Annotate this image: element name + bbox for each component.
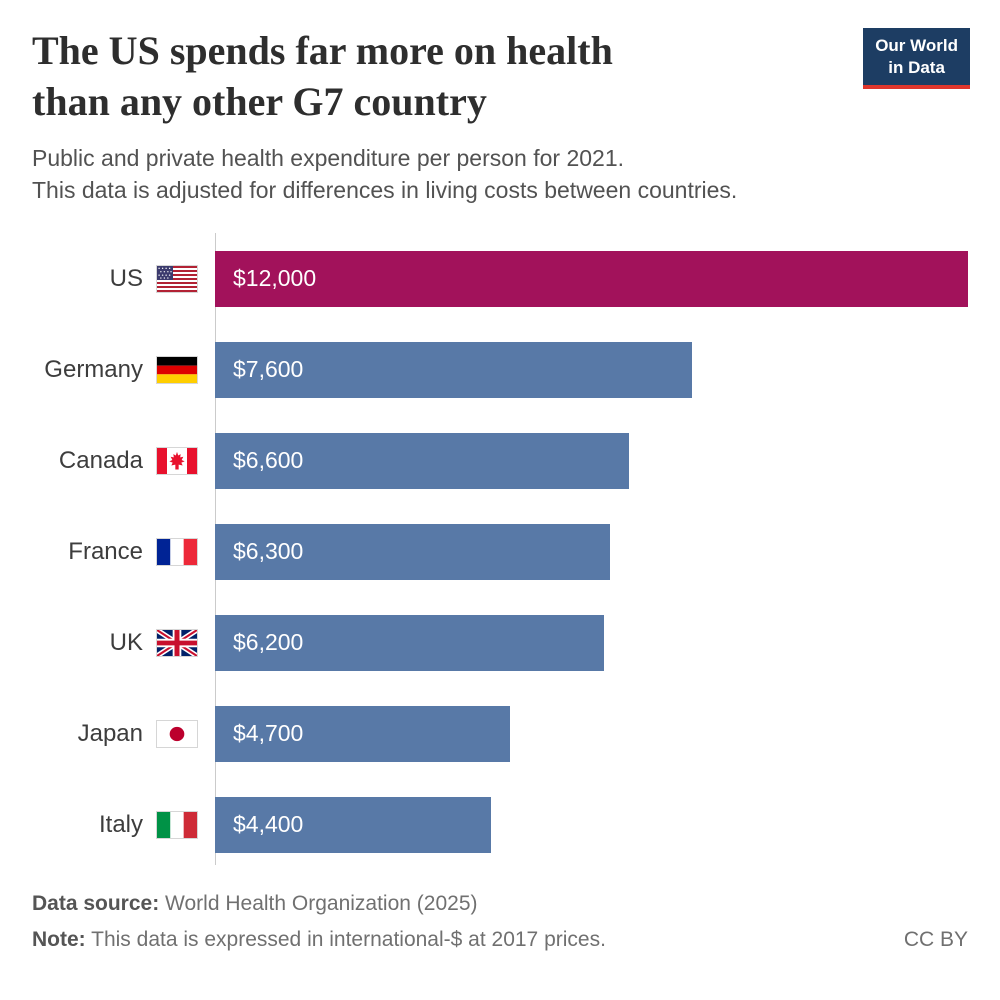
title-line-2: than any other G7 country xyxy=(32,78,487,124)
bar-japan: $4,700 xyxy=(215,705,510,762)
page-title: The US spends far more on health than an… xyxy=(32,26,832,128)
data-source-text: World Health Organization (2025) xyxy=(159,891,478,915)
data-source-line: Data source: World Health Organization (… xyxy=(32,889,968,919)
bar-row-uk: UK $6,200 xyxy=(32,614,968,671)
license-badge: CC BY xyxy=(903,928,968,952)
bar-canada: $6,600 xyxy=(215,432,630,489)
bar-value-italy: $4,400 xyxy=(233,811,304,838)
country-label-us: US xyxy=(109,264,143,292)
bar-uk: $6,200 xyxy=(215,614,605,671)
owid-logo-line-2: in Data xyxy=(888,58,945,78)
bar-value-canada: $6,600 xyxy=(233,447,304,474)
bar-track: $4,400 xyxy=(215,796,968,853)
note-text: This data is expressed in international-… xyxy=(85,928,606,952)
country-label-italy: Italy xyxy=(98,810,143,838)
bar-track: $4,700 xyxy=(215,705,968,762)
bar-value-japan: $4,700 xyxy=(233,720,304,747)
germany-flag-icon xyxy=(156,355,198,384)
title-line-1: The US spends far more on health xyxy=(32,28,613,73)
uk-flag-icon xyxy=(156,628,198,657)
bar-us: $12,000 xyxy=(215,250,968,307)
bar-germany: $7,600 xyxy=(215,341,692,398)
country-label-france: France xyxy=(68,537,143,565)
bar-italy: $4,400 xyxy=(215,796,492,853)
bar-france: $6,300 xyxy=(215,523,611,580)
subtitle-line-1: Public and private health expenditure pe… xyxy=(32,144,625,171)
bar-value-france: $6,300 xyxy=(233,538,304,565)
subtitle-line-2: This data is adjusted for differences in… xyxy=(32,177,738,204)
japan-flag-icon xyxy=(156,719,198,748)
bar-value-us: $12,000 xyxy=(233,265,317,292)
chart-footer: Data source: World Health Organization (… xyxy=(32,889,968,956)
owid-logo-line-1: Our World xyxy=(875,36,958,55)
italy-flag-icon xyxy=(156,810,198,839)
row-label-france: France xyxy=(32,537,215,566)
row-label-uk: UK xyxy=(32,628,215,657)
row-label-canada: Canada xyxy=(32,446,215,475)
bar-row-japan: Japan $4,700 xyxy=(32,705,968,762)
country-label-germany: Germany xyxy=(44,355,143,383)
bar-track: $12,000 xyxy=(215,250,968,307)
owid-logo: Our World in Data xyxy=(863,28,970,90)
bar-value-uk: $6,200 xyxy=(233,629,304,656)
row-label-italy: Italy xyxy=(32,810,215,839)
country-label-japan: Japan xyxy=(77,719,143,747)
row-label-germany: Germany xyxy=(32,355,215,384)
data-source-label: Data source: xyxy=(32,891,160,915)
bar-track: $7,600 xyxy=(215,341,968,398)
row-label-us: US xyxy=(32,264,215,293)
bar-row-italy: Italy $4,400 xyxy=(32,796,968,853)
bar-track: $6,600 xyxy=(215,432,968,489)
chart-header: The US spends far more on health than an… xyxy=(0,0,1000,207)
bar-chart: US xyxy=(32,232,968,865)
bar-row-canada: Canada $6,600 xyxy=(32,432,968,489)
note-label: Note: xyxy=(32,928,86,952)
country-label-uk: UK xyxy=(109,628,143,656)
canada-flag-icon xyxy=(156,446,198,475)
note-wrap: Note: This data is expressed in internat… xyxy=(32,925,606,955)
bar-track: $6,200 xyxy=(215,614,968,671)
chart-subtitle: Public and private health expenditure pe… xyxy=(32,142,968,207)
bar-row-us: US xyxy=(32,250,968,307)
us-flag-icon xyxy=(156,264,198,293)
bar-value-germany: $7,600 xyxy=(233,356,304,383)
note-line: Note: This data is expressed in internat… xyxy=(32,925,968,955)
bar-track: $6,300 xyxy=(215,523,968,580)
bar-row-germany: Germany $7,600 xyxy=(32,341,968,398)
france-flag-icon xyxy=(156,537,198,566)
country-label-canada: Canada xyxy=(58,446,143,474)
row-label-japan: Japan xyxy=(32,719,215,748)
bar-row-france: France $6,300 xyxy=(32,523,968,580)
